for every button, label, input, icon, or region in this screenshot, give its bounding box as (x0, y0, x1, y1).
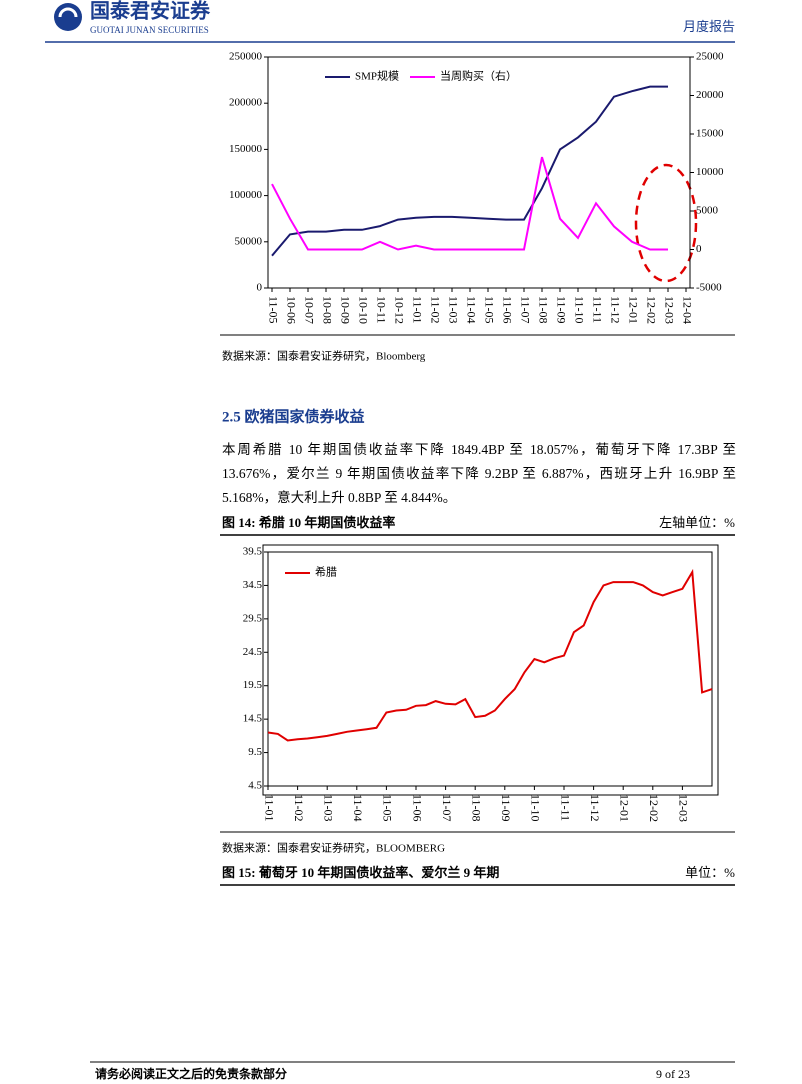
x-tick-label: 10-10 (356, 296, 370, 324)
y-tick-label: 9.5 (248, 746, 262, 758)
x-tick-label: 11-08 (536, 296, 550, 324)
y2-tick-label: -5000 (696, 282, 722, 294)
x-tick-label: 10-08 (320, 296, 334, 324)
x-tick-label: 11-12 (608, 296, 622, 324)
legend-label: 希腊 (315, 565, 337, 579)
x-tick-label: 11-05 (266, 296, 280, 324)
y-tick-label: 150000 (229, 143, 263, 155)
x-tick-label: 11-07 (518, 296, 532, 324)
x-tick-label: 11-05 (381, 794, 395, 822)
x-tick-label: 11-02 (428, 296, 442, 324)
x-tick-label: 10-07 (302, 296, 316, 324)
x-tick-label: 12-04 (680, 296, 694, 324)
x-tick-label: 11-06 (410, 794, 424, 822)
x-tick-label: 11-02 (292, 794, 306, 822)
plot-frame (267, 56, 691, 289)
x-tick-label: 11-08 (469, 794, 483, 822)
y2-tick-label: 10000 (696, 166, 724, 178)
x-tick-label: 11-12 (588, 794, 602, 822)
paragraph: 本周希腊 10 年期国债收益率下降 1849.4BP 至 18.057%，葡萄牙… (222, 442, 736, 505)
logo (54, 3, 82, 31)
y-tick-label: 39.5 (243, 546, 263, 558)
y-tick-label: 24.5 (243, 646, 263, 658)
series-line (271, 85, 668, 257)
x-tick-label: 11-01 (262, 794, 276, 822)
series-line (267, 568, 713, 742)
x-tick-label: 11-03 (321, 794, 335, 822)
series-line (271, 156, 668, 251)
x-tick-label: 12-02 (644, 296, 658, 324)
disclaimer: 请务必阅读正文之后的免责条款部分 (95, 1066, 287, 1081)
report-type: 月度报告 (683, 19, 735, 34)
x-tick-label: 11-04 (351, 794, 365, 822)
x-tick-label: 10-09 (338, 296, 352, 324)
brand: 国泰君安证券 (90, 0, 211, 23)
legend-label: 当周购买（右） (440, 69, 517, 83)
x-tick-label: 11-03 (446, 296, 460, 324)
y-tick-label: 14.5 (243, 713, 263, 725)
figure-unit: 左轴单位：% (659, 515, 735, 530)
y2-tick-label: 0 (696, 243, 702, 255)
legend-label: SMP规模 (355, 69, 399, 83)
x-tick-label: 10-12 (392, 296, 406, 324)
y-tick-label: 0 (257, 282, 263, 294)
chart-frame (262, 544, 719, 796)
x-tick-label: 11-05 (482, 296, 496, 324)
source: 数据来源：国泰君安证券研究，Bloomberg (222, 349, 426, 363)
y-tick-label: 19.5 (243, 679, 263, 691)
x-tick-label: 11-04 (464, 296, 478, 324)
figure-title: 图 15: 葡萄牙 10 年期国债收益率、爱尔兰 9 年期 (222, 865, 499, 880)
y2-tick-label: 5000 (696, 205, 719, 217)
x-tick-label: 12-02 (647, 794, 661, 822)
page-number: 9 of 23 (656, 1067, 690, 1081)
x-tick-label: 12-03 (677, 794, 691, 822)
x-tick-label: 11-09 (499, 794, 513, 822)
x-tick-label: 12-01 (617, 794, 631, 822)
x-tick-label: 11-10 (529, 794, 543, 822)
y-tick-label: 34.5 (243, 579, 263, 591)
highlight-ellipse (634, 163, 698, 283)
figure-unit: 单位：% (685, 865, 735, 880)
brand-en: GUOTAI JUNAN SECURITIES (90, 25, 209, 35)
y-tick-label: 4.5 (248, 780, 262, 792)
x-tick-label: 12-03 (662, 296, 676, 324)
x-tick-label: 10-06 (284, 296, 298, 324)
x-tick-label: 11-07 (440, 794, 454, 822)
plot-frame (267, 551, 713, 787)
x-tick-label: 11-11 (590, 296, 604, 323)
x-tick-label: 12-01 (626, 296, 640, 324)
figure-title: 图 14: 希腊 10 年期国债收益率 (222, 515, 395, 530)
y-tick-label: 250000 (229, 51, 263, 63)
y-tick-label: 200000 (229, 97, 263, 109)
y-tick-label: 29.5 (243, 612, 263, 624)
x-tick-label: 11-09 (554, 296, 568, 324)
y2-tick-label: 25000 (696, 51, 724, 63)
y-tick-label: 100000 (229, 189, 263, 201)
x-tick-label: 11-06 (500, 296, 514, 324)
source: 数据来源：国泰君安证券研究，BLOOMBERG (222, 841, 445, 855)
x-tick-label: 10-11 (374, 296, 388, 324)
x-tick-label: 11-10 (572, 296, 586, 324)
y-tick-label: 50000 (235, 235, 263, 247)
x-tick-label: 11-01 (410, 296, 424, 324)
y2-tick-label: 20000 (696, 89, 724, 101)
section-title: 2.5 欧猪国家债券收益 (222, 407, 365, 425)
y2-tick-label: 15000 (696, 128, 724, 140)
x-tick-label: 11-11 (558, 794, 572, 821)
logo-mark (58, 7, 78, 18)
